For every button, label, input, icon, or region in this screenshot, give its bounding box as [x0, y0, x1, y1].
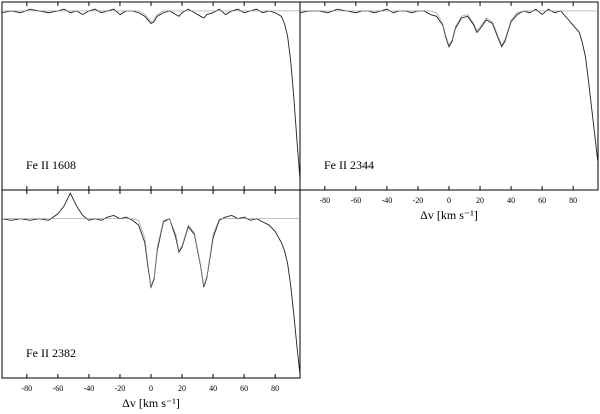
- series-line: [1, 8, 301, 180]
- x-tick-label: 0: [447, 196, 451, 205]
- x-tick-label: 40: [507, 196, 515, 205]
- x-tick-label: 60: [240, 384, 248, 393]
- panel-label: Fe II 2382: [26, 346, 76, 360]
- x-tick-label: -20: [115, 384, 126, 393]
- x-tick-label: -40: [84, 384, 95, 393]
- x-tick-label: -40: [382, 196, 393, 205]
- x-tick-label: -60: [53, 384, 64, 393]
- series-line: [300, 10, 598, 46]
- x-tick-label: 80: [569, 196, 577, 205]
- x-axis-label: Δv [km s⁻¹]: [420, 208, 478, 222]
- x-tick-label: 40: [209, 384, 217, 393]
- series-line: [2, 218, 300, 287]
- series-line: [2, 10, 300, 23]
- series-line: [299, 8, 599, 164]
- x-tick-label: -80: [21, 384, 32, 393]
- x-tick-label: -20: [413, 196, 424, 205]
- x-tick-label: -80: [319, 196, 330, 205]
- panel-label: Fe II 1608: [26, 158, 76, 172]
- x-tick-label: -60: [351, 196, 362, 205]
- x-tick-label: 20: [178, 384, 186, 393]
- x-tick-label: 80: [271, 384, 279, 393]
- x-tick-label: 20: [476, 196, 484, 205]
- x-tick-label: 60: [538, 196, 546, 205]
- x-axis-label: Δv [km s⁻¹]: [122, 396, 180, 410]
- panel-label: Fe II 2344: [324, 158, 374, 172]
- x-tick-label: 0: [149, 384, 153, 393]
